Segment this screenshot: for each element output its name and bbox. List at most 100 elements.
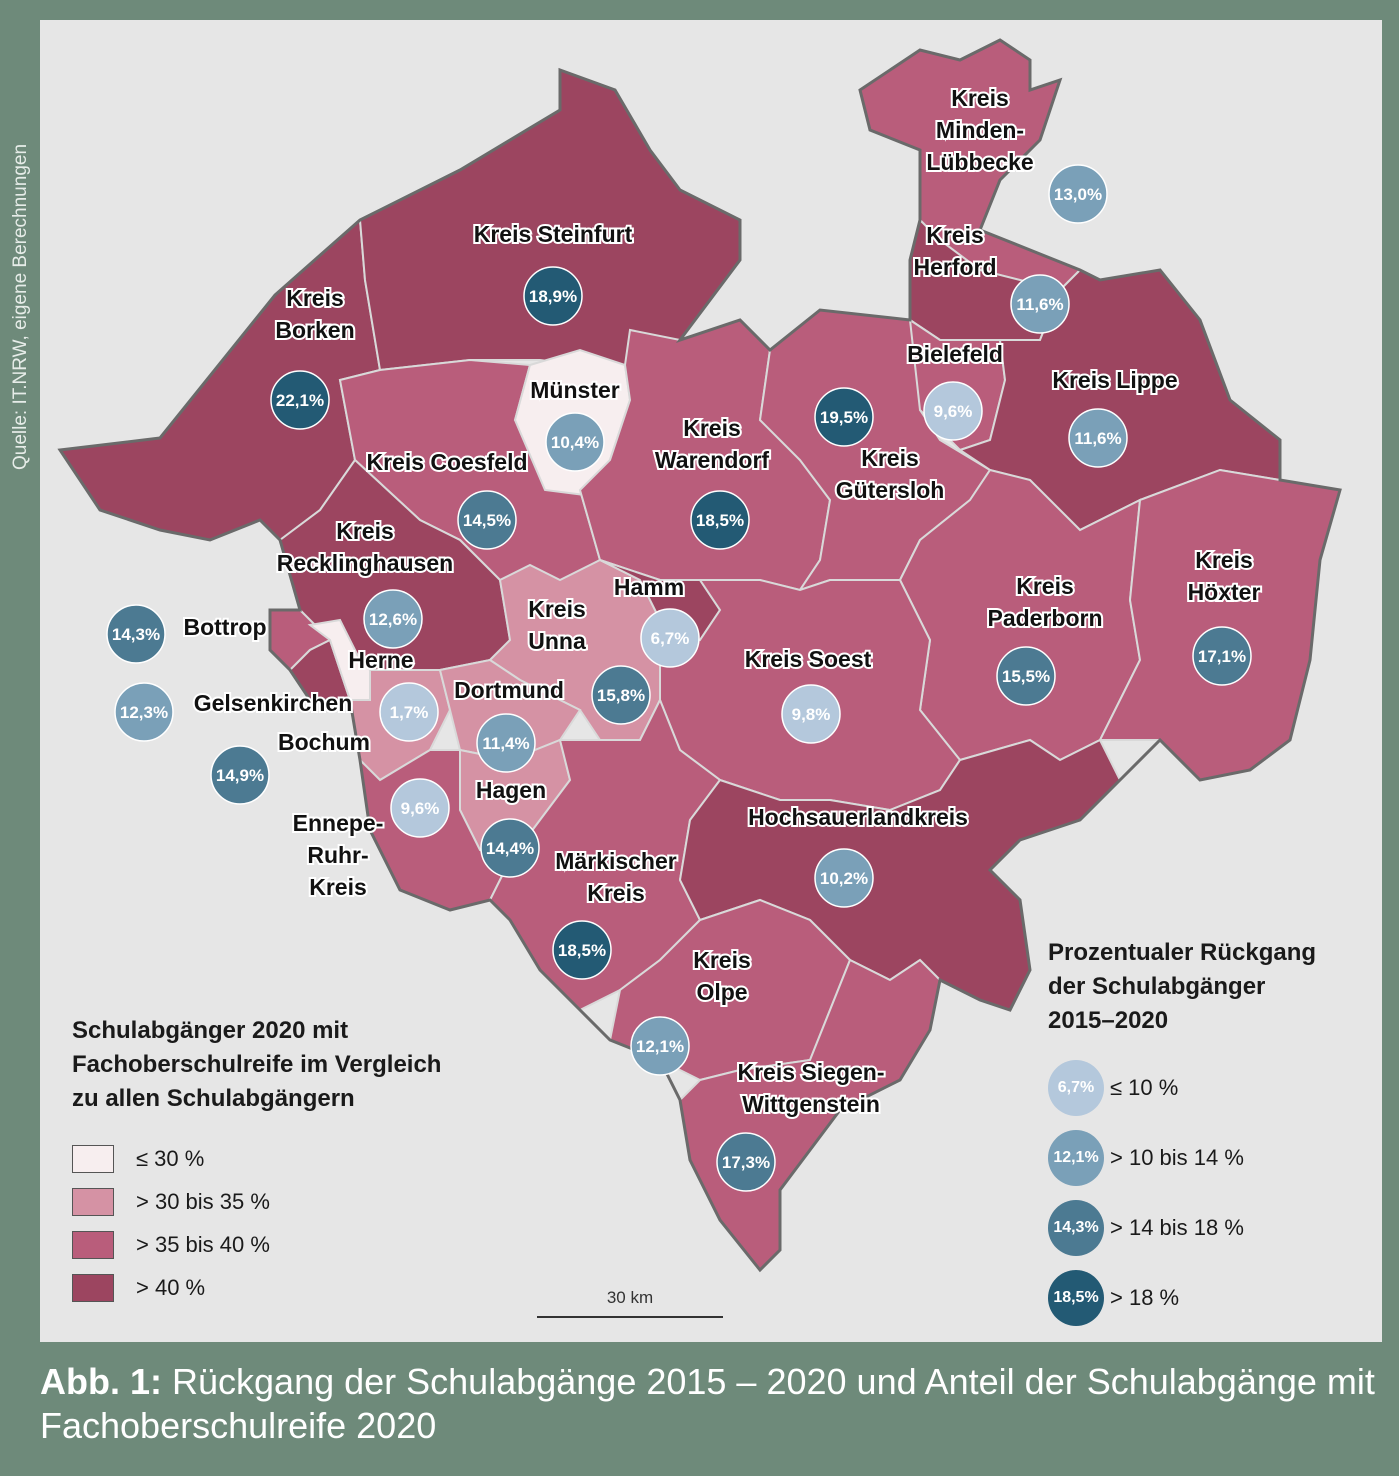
decline-circle <box>690 490 750 550</box>
decline-bubble-siegen[interactable]: 17,3% <box>716 1132 776 1192</box>
source-note: Quelle: IT.NRW, eigene Berechnungen <box>10 144 31 470</box>
decline-bubble-soest[interactable]: 9,8% <box>781 684 841 744</box>
decline-bubble-minden[interactable]: 13,0% <box>1048 164 1108 224</box>
decline-value: 15,5% <box>1002 667 1050 686</box>
decline-bubble-maerkisch[interactable]: 18,5% <box>552 920 612 980</box>
region-label-soest: Kreis Soest <box>745 646 872 672</box>
region-label-herne: Herne <box>348 647 413 673</box>
scale-bar: 30 km <box>537 1288 723 1318</box>
decline-value: 9,6% <box>934 402 973 421</box>
region-label-warendorf: Warendorf <box>655 447 769 473</box>
share-legend-title-line: zu allen Schulabgängern <box>72 1085 355 1112</box>
decline-value: 18,5% <box>558 941 606 960</box>
decline-circle <box>114 682 174 742</box>
decline-bubble-bochum[interactable]: 14,9% <box>210 745 270 805</box>
decline-bubble-olpe[interactable]: 12,1% <box>630 1016 690 1076</box>
legend-bubble: 14,3% <box>1048 1200 1104 1256</box>
region-label-warendorf: Kreis <box>683 415 741 441</box>
region-label-herford: Kreis <box>926 222 984 248</box>
decline-circle <box>390 778 450 838</box>
region-label-maerkisch: Märkischer <box>555 848 677 874</box>
region-label-lippe: Kreis Lippe <box>1052 367 1177 393</box>
legend-label: > 40 % <box>136 1275 206 1300</box>
decline-value: 14,4% <box>486 839 534 858</box>
decline-bubble-herne[interactable]: 1,7% <box>379 682 439 742</box>
caption-text: Rückgang der Schulabgänge 2015 – 2020 un… <box>40 1361 1375 1446</box>
decline-value: 11,4% <box>482 734 529 753</box>
decline-bubble-dortmund[interactable]: 11,4% <box>476 713 536 773</box>
decline-bubble-hagen[interactable]: 14,4% <box>480 818 540 878</box>
decline-legend-title: Prozentualer Rückgang der Schulabgänger … <box>1048 936 1378 1038</box>
bubbles-layer: 13,0% 11,6% 18,9% 22,1% 10,4% 9,6% 11,6% 19,5% 1… <box>106 164 1252 1192</box>
decline-bubble-ennepe[interactable]: 9,6% <box>390 778 450 838</box>
decline-value: 11,6% <box>1016 295 1063 314</box>
scale-line <box>537 1316 723 1318</box>
decline-bubble-muenster[interactable]: 10,4% <box>545 412 605 472</box>
legend-label: ≤ 30 % <box>136 1146 205 1171</box>
decline-circle <box>716 1132 776 1192</box>
decline-bubble-recklinghausen[interactable]: 12,6% <box>363 589 423 649</box>
decline-bubble-paderborn[interactable]: 15,5% <box>996 646 1056 706</box>
decline-circle <box>591 665 651 725</box>
decline-bubble-unna[interactable]: 15,8% <box>591 665 651 725</box>
decline-value: 18,5% <box>696 511 744 530</box>
decline-bubble-hoexter[interactable]: 17,1% <box>1192 626 1252 686</box>
decline-bubble-steinfurt[interactable]: 18,9% <box>523 266 583 326</box>
decline-value: 10,4% <box>551 433 599 452</box>
decline-bubble-hamm[interactable]: 6,7% <box>640 608 700 668</box>
decline-bubble-herford[interactable]: 11,6% <box>1010 274 1070 334</box>
decline-value: 17,3% <box>722 1153 770 1172</box>
decline-circle <box>363 589 423 649</box>
caption-prefix: Abb. 1: <box>40 1361 162 1402</box>
region-label-recklinghausen: Recklinghausen <box>277 550 453 576</box>
decline-legend-item: 18,5% > 18 % <box>1048 1270 1179 1326</box>
decline-circle <box>781 684 841 744</box>
decline-bubble-borken[interactable]: 22,1% <box>270 370 330 430</box>
decline-value: 12,1% <box>636 1037 684 1056</box>
decline-value: 6,7% <box>651 629 690 648</box>
region-label-guetersloh: Gütersloh <box>836 477 945 503</box>
region-label-coesfeld: Kreis Coesfeld <box>366 449 527 475</box>
legend-swatch <box>72 1145 114 1173</box>
region-label-dortmund: Dortmund <box>454 677 564 703</box>
legend-swatch <box>72 1231 114 1259</box>
region-label-hoexter: Kreis <box>1195 547 1253 573</box>
decline-bubble-gelsenkirchen[interactable]: 12,3% <box>114 682 174 742</box>
decline-bubble-bielefeld[interactable]: 9,6% <box>923 381 983 441</box>
region-label-hamm: Hamm <box>614 574 684 600</box>
region-label-ennepe: Kreis <box>309 874 367 900</box>
decline-circle <box>210 745 270 805</box>
region-label-muenster: Münster <box>530 377 620 403</box>
decline-value: 10,2% <box>820 869 868 888</box>
decline-value: 18,9% <box>529 287 577 306</box>
share-legend-title: Schulabgänger 2020 mit Fachoberschulreif… <box>72 1014 552 1116</box>
decline-bubble-lippe[interactable]: 11,6% <box>1068 408 1128 468</box>
source-text: Quelle: IT.NRW, eigene Berechnungen <box>10 144 31 470</box>
region-label-steinfurt: Kreis Steinfurt <box>474 221 633 247</box>
decline-value: 13,0% <box>1054 185 1102 204</box>
legend-label: ≤ 10 % <box>1110 1075 1179 1100</box>
legend-bubble: 6,7% <box>1048 1060 1104 1116</box>
decline-bubble-warendorf[interactable]: 18,5% <box>690 490 750 550</box>
decline-circle <box>630 1016 690 1076</box>
region-label-guetersloh: Kreis <box>861 445 919 471</box>
legend-swatch <box>72 1188 114 1216</box>
decline-legend-item: 6,7% ≤ 10 % <box>1048 1060 1178 1116</box>
decline-bubble-bottrop[interactable]: 14,3% <box>106 604 166 664</box>
region-label-paderborn: Kreis <box>1016 573 1074 599</box>
decline-circle <box>476 713 536 773</box>
region-label-gelsenkirchen: Gelsenkirchen <box>194 690 353 716</box>
region-label-olpe: Kreis <box>693 947 751 973</box>
region-label-bottrop: Bottrop <box>183 614 266 640</box>
region-label-bochum: Bochum <box>278 729 370 755</box>
legend-label: > 10 bis 14 % <box>1110 1145 1244 1170</box>
decline-bubble-guetersloh[interactable]: 19,5% <box>814 387 874 447</box>
decline-bubble-coesfeld[interactable]: 14,5% <box>457 490 517 550</box>
legend-swatch <box>72 1274 114 1302</box>
decline-value: 19,5% <box>820 408 868 427</box>
region-label-siegen: Wittgenstein <box>742 1091 880 1117</box>
decline-bubble-hochsauerland[interactable]: 10,2% <box>814 848 874 908</box>
region-label-herford: Herford <box>913 254 996 280</box>
nrw-map[interactable]: Kreis Minden- Lübbecke Kreis Herford Kreis St… <box>40 20 1382 1342</box>
decline-value: 9,8% <box>792 705 831 724</box>
